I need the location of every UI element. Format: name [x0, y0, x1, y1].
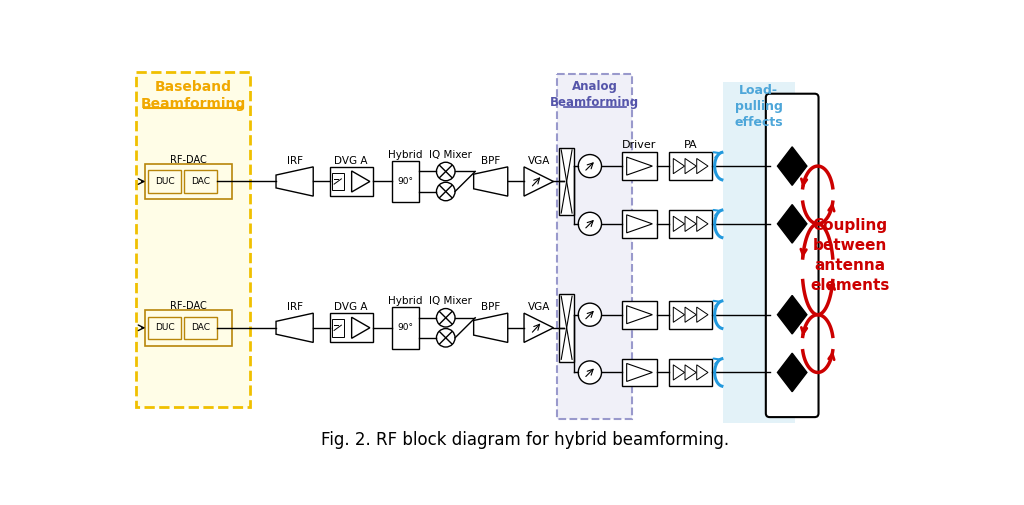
Text: Coupling
between
antenna
elements: Coupling between antenna elements — [811, 218, 890, 292]
Polygon shape — [777, 205, 807, 243]
Text: Load-
pulling
effects: Load- pulling effects — [734, 84, 783, 129]
Bar — [332, 173, 344, 190]
FancyBboxPatch shape — [766, 94, 818, 417]
Text: Baseband
Beamforming: Baseband Beamforming — [140, 80, 246, 111]
Circle shape — [579, 361, 601, 384]
Polygon shape — [276, 313, 313, 342]
Text: PA: PA — [684, 139, 697, 149]
Polygon shape — [627, 306, 652, 324]
Polygon shape — [696, 365, 708, 380]
Text: 90°: 90° — [397, 323, 414, 332]
Text: IQ Mixer: IQ Mixer — [429, 149, 472, 160]
Polygon shape — [276, 167, 313, 196]
Text: DAC: DAC — [190, 323, 210, 332]
Bar — [669, 359, 713, 386]
Polygon shape — [627, 215, 652, 233]
Polygon shape — [696, 159, 708, 174]
Polygon shape — [696, 307, 708, 322]
Polygon shape — [351, 171, 370, 192]
Polygon shape — [777, 295, 807, 334]
Polygon shape — [474, 167, 508, 196]
Bar — [391, 161, 420, 203]
Text: RF-DAC: RF-DAC — [170, 301, 207, 311]
Text: Hybrid: Hybrid — [388, 296, 423, 306]
Text: Fig. 2. RF block diagram for hybrid beamforming.: Fig. 2. RF block diagram for hybrid beam… — [321, 431, 729, 449]
Polygon shape — [685, 159, 696, 174]
Polygon shape — [674, 159, 685, 174]
Bar — [559, 294, 574, 362]
Polygon shape — [524, 167, 554, 196]
Polygon shape — [674, 307, 685, 322]
Text: VGA: VGA — [527, 156, 550, 166]
Polygon shape — [685, 307, 696, 322]
Circle shape — [579, 155, 601, 178]
Bar — [669, 152, 713, 180]
Text: Analog
Beamforming: Analog Beamforming — [550, 80, 639, 109]
Text: IRF: IRF — [287, 302, 303, 312]
Circle shape — [579, 303, 601, 326]
Polygon shape — [674, 365, 685, 380]
Polygon shape — [524, 313, 554, 342]
Polygon shape — [696, 216, 708, 231]
Polygon shape — [627, 157, 652, 175]
Bar — [622, 301, 657, 329]
Polygon shape — [685, 365, 696, 380]
Bar — [145, 310, 231, 345]
Text: IRF: IRF — [287, 156, 303, 166]
Circle shape — [436, 162, 455, 181]
Bar — [330, 167, 373, 196]
Bar — [148, 170, 181, 192]
Polygon shape — [777, 353, 807, 392]
Bar — [622, 152, 657, 180]
Bar — [332, 319, 344, 336]
Text: DVG A: DVG A — [335, 302, 368, 312]
Polygon shape — [351, 317, 370, 338]
Bar — [559, 147, 574, 215]
Polygon shape — [685, 216, 696, 231]
Text: Hybrid: Hybrid — [388, 149, 423, 160]
Bar — [622, 210, 657, 238]
Bar — [136, 72, 251, 407]
Bar — [622, 359, 657, 386]
Bar — [148, 317, 181, 339]
Polygon shape — [777, 147, 807, 185]
Bar — [557, 74, 632, 420]
Circle shape — [579, 212, 601, 235]
Text: Driver: Driver — [623, 139, 656, 149]
Polygon shape — [474, 313, 508, 342]
Text: BPF: BPF — [481, 302, 501, 312]
Polygon shape — [627, 364, 652, 381]
Bar — [669, 301, 713, 329]
Circle shape — [436, 309, 455, 327]
Text: DUC: DUC — [155, 323, 175, 332]
Text: DUC: DUC — [155, 177, 175, 186]
Text: IQ Mixer: IQ Mixer — [429, 296, 472, 306]
Text: BPF: BPF — [481, 156, 501, 166]
Bar — [183, 170, 217, 192]
Bar — [330, 313, 373, 342]
Bar — [391, 307, 420, 348]
Bar — [669, 210, 713, 238]
Bar — [723, 82, 795, 423]
Text: VGA: VGA — [527, 302, 550, 312]
Text: DVG A: DVG A — [335, 156, 368, 166]
Bar — [183, 317, 217, 339]
Circle shape — [436, 329, 455, 347]
Text: 90°: 90° — [397, 177, 414, 186]
Text: DAC: DAC — [190, 177, 210, 186]
Polygon shape — [674, 216, 685, 231]
Text: RF-DAC: RF-DAC — [170, 155, 207, 165]
Bar — [145, 164, 231, 199]
Circle shape — [436, 182, 455, 201]
